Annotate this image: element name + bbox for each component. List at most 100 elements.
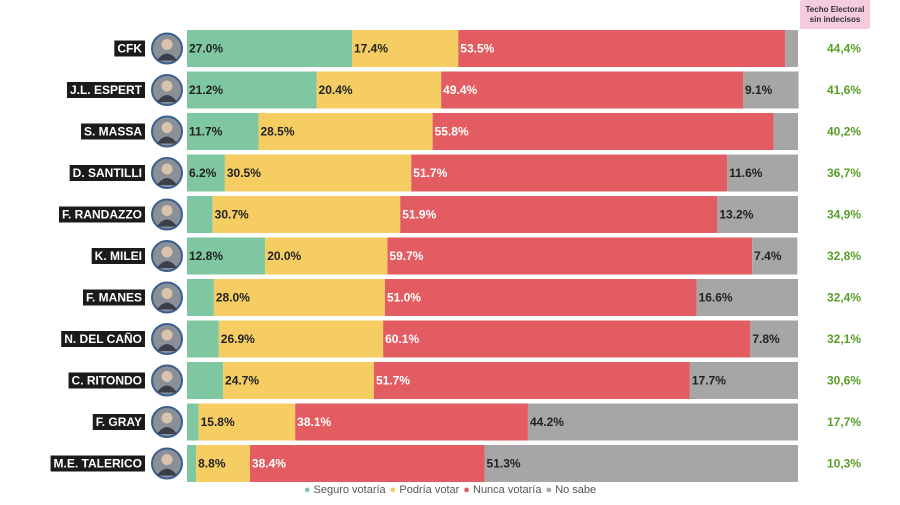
candidate-label-box [92, 414, 145, 430]
data-label: 15.8% [201, 415, 235, 429]
bar-segment-no-sabe [750, 320, 798, 358]
bar-segment-no-sabe [696, 279, 798, 316]
bar-segment-nunca-votar-a [384, 279, 697, 316]
data-label: 53.5% [460, 42, 494, 56]
data-label: 20.4% [319, 83, 353, 97]
electoral-ceiling-value: 30,6% [827, 374, 861, 388]
legend-label: Seguro votaría [313, 484, 386, 496]
header-line-1: Techo Electoral [805, 4, 865, 14]
candidate-label-box [61, 331, 145, 347]
data-label: 17.7% [692, 374, 726, 388]
avatar-body-icon [157, 178, 177, 185]
data-label: 11.7% [189, 125, 223, 139]
candidate-label-box [82, 289, 145, 306]
bar-segment-nunca-votar-a [387, 237, 753, 275]
data-label: 7.4% [754, 249, 782, 263]
candidate-label-box [66, 82, 145, 98]
bar-segment-seguro-votar-a [187, 237, 266, 275]
avatar-body-icon [157, 261, 177, 268]
bar-segment-seguro-votar-a [187, 320, 219, 358]
bar-segment-podr-a-votar [258, 113, 433, 150]
legend-label: Nunca votaría [473, 484, 542, 496]
avatar-head-icon [161, 205, 173, 216]
electoral-ceiling-value: 40,2% [827, 125, 861, 139]
candidate-name: CFK [117, 42, 142, 56]
candidate-label-box [69, 165, 145, 181]
header-line-2: sin indecisos [809, 14, 861, 24]
avatar-head-icon [161, 122, 173, 133]
avatar-body-icon [157, 385, 177, 393]
bar-segment-nunca-votar-a [400, 196, 718, 233]
bar-segment-nunca-votar-a [249, 445, 485, 482]
legend-dot-icon: ● [463, 484, 473, 496]
legend-item: ● No sabe [545, 484, 596, 496]
electoral-ceiling-header: Techo Electoral sin indecisos [800, 0, 870, 29]
avatar-body-icon [157, 136, 177, 144]
bar-segment-no-sabe [743, 71, 799, 109]
candidate-name: D. SANTILLI [73, 166, 142, 180]
bar-segment-podr-a-votar [316, 71, 442, 109]
avatar-head-icon [161, 412, 173, 424]
data-label: 38.4% [252, 457, 286, 471]
bar-segment-podr-a-votar [224, 154, 412, 192]
avatar-body-icon [157, 95, 177, 102]
electoral-ceiling-value: 44,4% [827, 42, 861, 56]
bar-segment-seguro-votar-a [187, 362, 224, 399]
bar-segment-podr-a-votar [265, 237, 388, 275]
avatar-head-icon [161, 288, 173, 299]
data-label: 55.8% [435, 125, 469, 139]
electoral-ceiling-value: 10,3% [827, 457, 861, 471]
avatar-body-icon [157, 302, 177, 310]
data-label: 12.8% [189, 249, 223, 263]
bar-segment-seguro-votar-a [187, 196, 213, 233]
bar-segment-podr-a-votar [196, 445, 250, 482]
bar-segment-seguro-votar-a [187, 71, 317, 109]
bar-segment-podr-a-votar [198, 403, 296, 441]
bar-segment-seguro-votar-a [187, 279, 214, 316]
data-label: 51.7% [376, 374, 410, 388]
bar-segment-seguro-votar-a [187, 403, 199, 441]
data-label: 59.7% [389, 249, 423, 263]
avatar-body-icon [157, 468, 177, 476]
candidate-name: F. RANDAZZO [62, 208, 142, 222]
electoral-ceiling-value: 34,9% [827, 208, 861, 222]
data-label: 44.2% [530, 415, 564, 429]
data-label: 60.1% [385, 332, 419, 346]
legend-item: ● Nunca votaría [463, 484, 541, 496]
electoral-ceiling-value: 41,6% [827, 83, 861, 97]
bar-segment-no-sabe [527, 403, 798, 441]
legend-label: Podría votar [399, 484, 460, 496]
bar-segment-nunca-votar-a [373, 362, 690, 399]
data-label: 8.8% [198, 457, 226, 471]
candidate-name: S. MASSA [84, 125, 142, 139]
candidate-label-box [50, 455, 145, 472]
bar-segment-podr-a-votar [213, 279, 385, 316]
bar-segment-podr-a-votar [223, 362, 374, 399]
avatar-head-icon [161, 371, 173, 382]
data-label: 49.4% [443, 83, 477, 97]
bar-segment-no-sabe [752, 237, 798, 275]
avatar-body-icon [157, 53, 177, 61]
data-label: 30.5% [227, 166, 261, 180]
data-label: 21.2% [189, 83, 223, 97]
avatar-body-icon [157, 427, 177, 434]
avatar-head-icon [161, 80, 173, 92]
electoral-ceiling-value: 32,1% [827, 332, 861, 346]
electoral-ceiling-value: 36,7% [827, 166, 861, 180]
bar-segment-nunca-votar-a [295, 403, 528, 441]
legend-dot-icon: ● [303, 484, 314, 496]
legend-item: ● Seguro votaría [304, 484, 386, 496]
candidate-label-box [114, 40, 145, 57]
candidate-name: J.L. ESPERT [70, 83, 143, 97]
candidate-name: N. DEL CAÑO [64, 331, 142, 346]
candidate-name: M.E. TALERICO [54, 457, 142, 471]
data-label: 26.9% [221, 332, 255, 346]
legend-item: ● Podría votar [390, 484, 460, 496]
data-label: 51.7% [413, 166, 447, 180]
candidate-name: C. RITONDO [72, 374, 142, 388]
stacked-bar-chart: 27.0% 17.4% 53.5% CFK 44,4% 21.2% 20.4% 49.4% 9.… [50, 30, 861, 482]
legend-dot-icon: ● [389, 484, 400, 496]
bar-segment-seguro-votar-a [187, 445, 197, 482]
bar-segment-podr-a-votar [212, 196, 401, 233]
chart-legend: ● Seguro votaría ● Podría votar ● Nunca vo… [0, 484, 900, 496]
